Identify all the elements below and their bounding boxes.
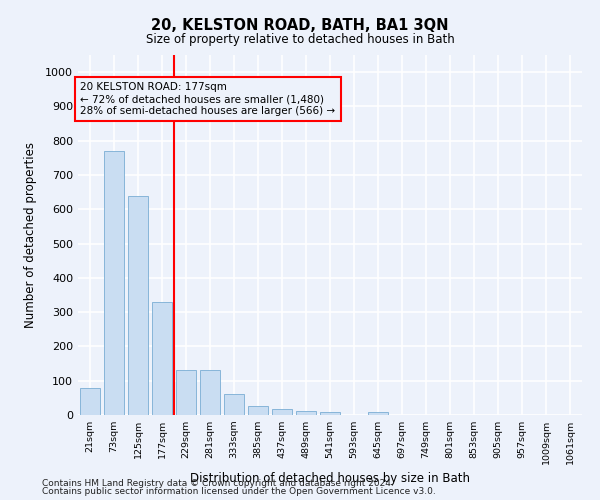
Text: 20 KELSTON ROAD: 177sqm
← 72% of detached houses are smaller (1,480)
28% of semi: 20 KELSTON ROAD: 177sqm ← 72% of detache… [80,82,335,116]
Bar [104,151,124,415]
Text: Contains public sector information licensed under the Open Government Licence v3: Contains public sector information licen… [42,487,436,496]
Bar [296,411,316,415]
Bar [128,196,148,415]
X-axis label: Distribution of detached houses by size in Bath: Distribution of detached houses by size … [190,472,470,486]
Bar [176,370,196,415]
Text: Size of property relative to detached houses in Bath: Size of property relative to detached ho… [146,32,454,46]
Bar [272,409,292,415]
Bar [248,406,268,415]
Bar [224,394,244,415]
Y-axis label: Number of detached properties: Number of detached properties [24,142,37,328]
Bar [80,388,100,415]
Text: 20, KELSTON ROAD, BATH, BA1 3QN: 20, KELSTON ROAD, BATH, BA1 3QN [151,18,449,32]
Bar [152,302,172,415]
Bar [368,412,388,415]
Bar [200,370,220,415]
Text: Contains HM Land Registry data © Crown copyright and database right 2024.: Contains HM Land Registry data © Crown c… [42,478,394,488]
Bar [320,412,340,415]
